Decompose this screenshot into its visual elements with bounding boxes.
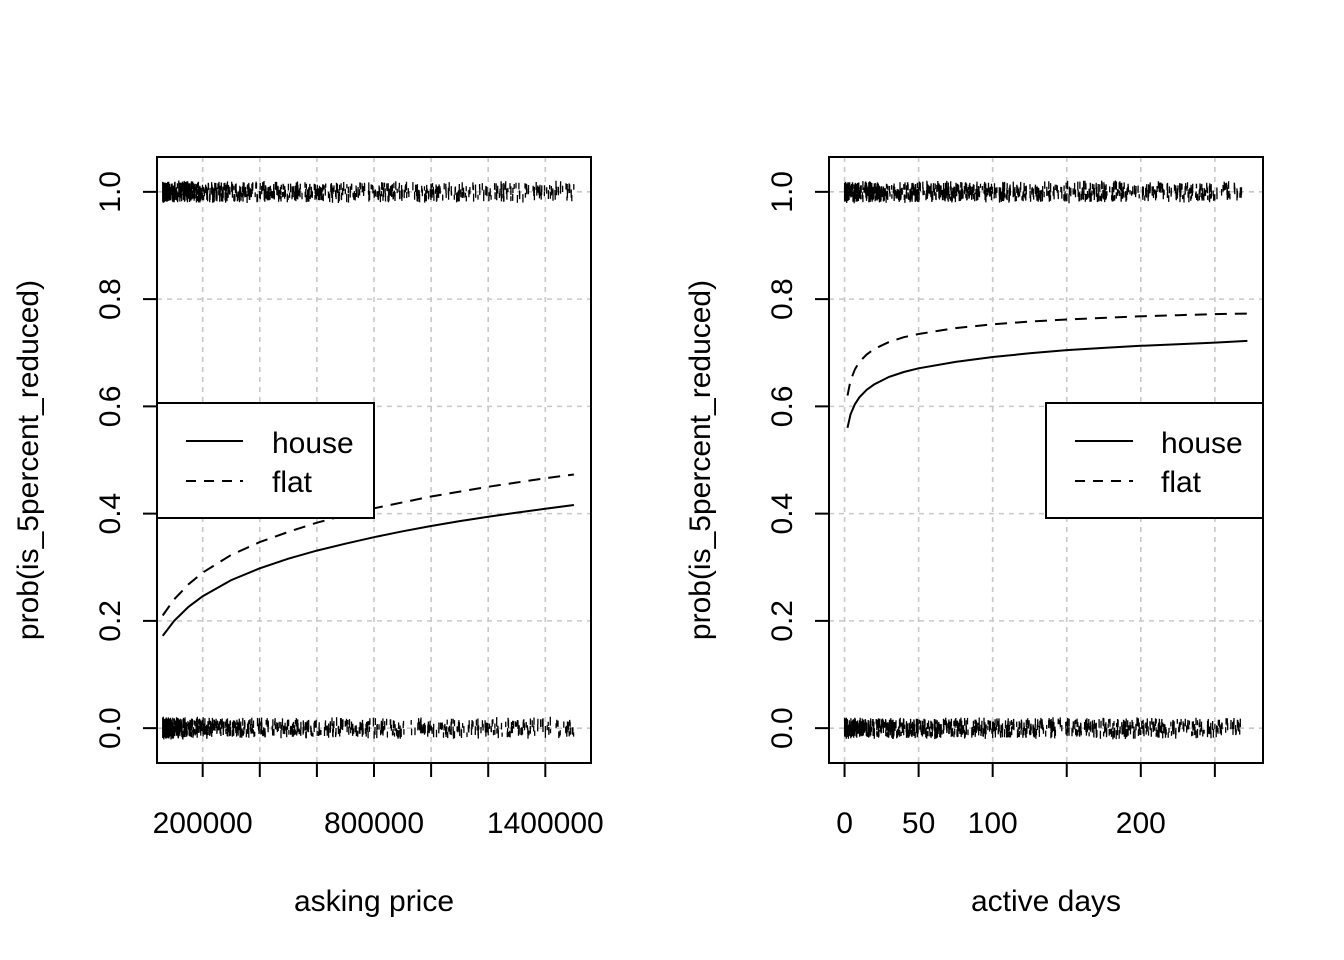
y-tick-label-5: 1.0 [94,171,127,213]
y-tick-label-3: 0.6 [766,386,799,428]
series-line-flat [846,312,1248,396]
x-tick-label-0: 0 [836,807,853,840]
legend-label-flat: flat [1161,466,1202,499]
x-axis: 200000 800000 1400000 [153,762,604,840]
y-tick-label-0: 0.0 [94,707,127,749]
y-tick-label-4: 0.8 [94,278,127,320]
x-axis-title: asking price [294,885,454,918]
x-tick-label-2: 100 [968,807,1018,840]
y-tick-label-2: 0.4 [94,493,127,535]
x-tick-label-6: 1400000 [487,807,604,840]
rug-level-1 [843,180,1243,204]
legend-label-house: house [272,427,354,460]
x-tick-label-0: 200000 [153,807,253,840]
curves [846,312,1248,429]
y-tick-label-4: 0.8 [766,278,799,320]
y-axis-title: prob(is_5percent_reduced) [684,280,717,640]
y-tick-label-1: 0.2 [94,600,127,642]
series-line-house [161,504,575,637]
rug-level-0 [162,716,575,740]
series-line-house [846,339,1248,429]
y-tick-label-5: 1.0 [766,171,799,213]
x-tick-label-1: 50 [902,807,935,840]
x-axis: 0 50 100 200 [836,762,1216,840]
legend-box [156,402,375,519]
series-line-flat [161,473,575,617]
observation-rug [162,180,575,740]
y-axis-title: prob(is_5percent_reduced) [12,280,45,640]
x-tick-label-4: 200 [1116,807,1166,840]
y-tick-label-1: 0.2 [766,600,799,642]
legend-label-flat: flat [272,466,313,499]
rug-level-1 [162,180,575,203]
curves [161,473,575,637]
y-tick-label-2: 0.4 [766,493,799,535]
x-axis-title: active days [971,885,1121,918]
observation-rug [843,180,1243,740]
legend-box [1045,402,1264,519]
x-tick-label-3: 800000 [324,807,424,840]
legend-label-house: house [1161,427,1243,460]
y-tick-label-3: 0.6 [94,386,127,428]
legend: house flat [1045,402,1264,519]
panel-asking-price: 200000 800000 1400000 0.0 0.2 0.4 0.6 0.8 1.0 a… [12,156,604,918]
y-axis: 0.0 0.2 0.4 0.6 0.8 1.0 [766,171,830,749]
legend: house flat [156,402,375,519]
panel-active-days: 0 50 100 200 0.0 0.2 0.4 0.6 0.8 1.0 active days… [684,156,1264,918]
y-tick-label-0: 0.0 [766,707,799,749]
rug-level-0 [843,717,1241,740]
